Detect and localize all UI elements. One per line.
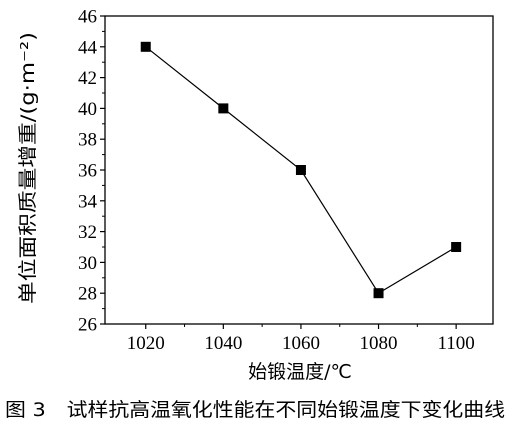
y-tick-label: 32 [78, 222, 97, 243]
y-tick-label: 44 [78, 37, 98, 58]
y-tick-label: 38 [78, 130, 97, 151]
y-tick-label: 28 [78, 284, 97, 305]
y-tick-label: 46 [78, 7, 97, 28]
y-tick-label: 30 [78, 253, 97, 274]
y-tick-label: 34 [78, 191, 98, 212]
x-tick-label: 1100 [437, 333, 474, 354]
x-tick-label: 1060 [282, 333, 320, 354]
x-tick-label: 1020 [127, 333, 165, 354]
figure-caption: 图 3 试样抗高温氧化性能在不同始锻温度下变化曲线 [5, 399, 505, 421]
axis-ticks: 26 28 30 32 34 36 38 40 42 44 46 1020 1040 1060 1080 11… [78, 7, 494, 354]
y-tick-label: 36 [78, 161, 97, 182]
x-tick-label: 1040 [204, 333, 242, 354]
x-axis-title: 始锻温度/℃ [248, 361, 352, 383]
y-tick-label: 26 [78, 315, 97, 336]
series-layer [140, 41, 462, 299]
data-point [451, 242, 462, 252]
y-tick-label: 40 [78, 99, 97, 120]
data-point [295, 165, 306, 175]
data-point [218, 103, 229, 114]
x-tick-label: 1080 [360, 333, 398, 354]
y-axis-title: 单位面积质量增重/(g·m⁻²) [17, 32, 39, 304]
data-point [373, 288, 384, 299]
data-point [140, 41, 151, 52]
y-tick-label: 42 [78, 68, 97, 89]
